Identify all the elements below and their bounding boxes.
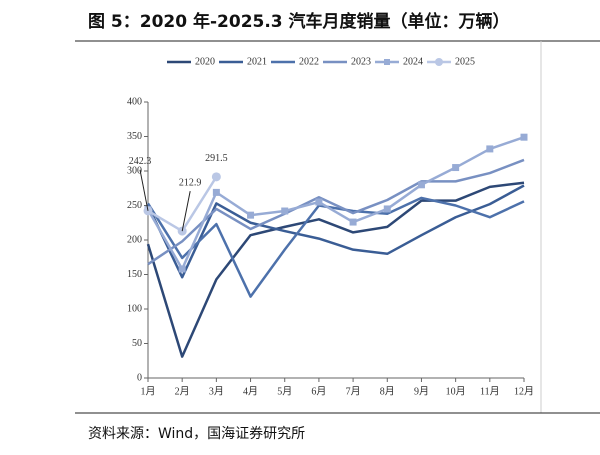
x-tick-label: 4月 (243, 385, 258, 397)
point (178, 265, 186, 273)
leader-line (181, 191, 191, 232)
point (247, 211, 255, 219)
y-tick-label: 200 (127, 234, 142, 245)
data-label: 212.9 (179, 177, 202, 188)
point (486, 145, 494, 153)
x-tick-label: 5月 (277, 385, 292, 397)
legend-label: 2023 (351, 56, 371, 67)
legend-label: 2021 (247, 56, 267, 67)
point (452, 164, 460, 172)
y-tick-label: 250 (127, 200, 142, 211)
legend-label: 2020 (195, 56, 215, 67)
point (417, 181, 425, 189)
x-tick-label: 3月 (209, 385, 224, 397)
point (383, 205, 391, 213)
point (211, 172, 221, 182)
point (520, 133, 528, 141)
legend-marker (435, 58, 443, 66)
y-tick-label: 150 (127, 269, 142, 280)
x-tick-label: 7月 (346, 385, 361, 397)
x-tick-label: 1月 (141, 385, 156, 397)
source: 资料来源：Wind，国海证券研究所 (88, 426, 305, 442)
legend-label: 2022 (299, 56, 319, 67)
x-tick-label: 6月 (311, 385, 326, 397)
data-label: 242.3 (129, 156, 152, 167)
x-tick-label: 9月 (414, 385, 429, 397)
x-tick-label: 11月 (480, 385, 500, 397)
point (212, 188, 220, 196)
y-tick-label: 0 (137, 372, 142, 383)
point (349, 218, 357, 226)
y-tick-label: 400 (127, 96, 142, 107)
y-tick-label: 100 (127, 303, 142, 314)
series-line (146, 136, 525, 271)
leader-line (139, 169, 149, 211)
series-line (147, 158, 525, 266)
y-tick-label: 50 (132, 338, 142, 349)
y-tick-label: 350 (127, 131, 142, 142)
x-tick-label: 10月 (446, 385, 466, 397)
legend-marker (384, 59, 390, 65)
data-label: 291.5 (205, 153, 228, 164)
x-tick-label: 2月 (175, 385, 190, 397)
legend-label: 2024 (403, 56, 423, 67)
chart-title: 图 5：2020 年-2025.3 汽车月度销量（单位：万辆） (88, 11, 510, 32)
legend-label: 2025 (455, 56, 475, 67)
x-tick-label: 12月 (514, 385, 534, 397)
series-line (146, 196, 525, 298)
y-tick-label: 300 (127, 165, 142, 176)
x-tick-label: 8月 (380, 385, 395, 397)
series-line (146, 184, 525, 279)
point (315, 198, 323, 206)
point (281, 207, 289, 215)
series-line (146, 181, 525, 358)
